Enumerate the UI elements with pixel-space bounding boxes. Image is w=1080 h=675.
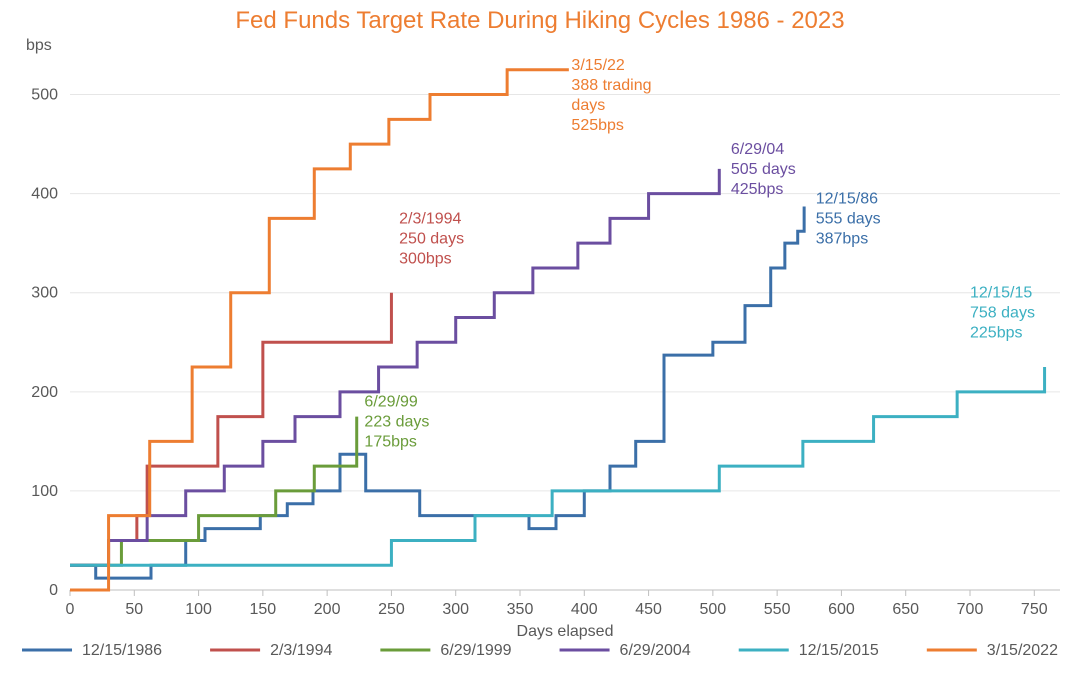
annotation-ann-1986: 555 days bbox=[816, 211, 881, 228]
legend-label: 12/15/1986 bbox=[82, 642, 162, 659]
x-tick-label: 400 bbox=[571, 601, 598, 618]
legend-label: 6/29/2004 bbox=[620, 642, 691, 659]
y-tick-label: 300 bbox=[31, 285, 58, 302]
y-tick-label: 500 bbox=[31, 87, 58, 104]
y-axis-title: bps bbox=[26, 37, 52, 54]
annotation-ann-1999: 6/29/99 bbox=[364, 394, 417, 411]
chart-container: Fed Funds Target Rate During Hiking Cycl… bbox=[0, 0, 1080, 675]
legend-label: 6/29/1999 bbox=[440, 642, 511, 659]
annotation-ann-1994: 250 days bbox=[399, 230, 464, 247]
x-tick-label: 350 bbox=[507, 601, 534, 618]
x-tick-label: 700 bbox=[957, 601, 984, 618]
x-tick-label: 550 bbox=[764, 601, 791, 618]
x-tick-label: 100 bbox=[185, 601, 212, 618]
annotation-ann-2004: 425bps bbox=[731, 181, 784, 198]
annotation-ann-2015: 225bps bbox=[970, 325, 1023, 342]
annotation-ann-2022: 525bps bbox=[571, 117, 624, 134]
y-tick-label: 400 bbox=[31, 186, 58, 203]
annotation-ann-1994: 300bps bbox=[399, 250, 452, 267]
y-tick-label: 100 bbox=[31, 483, 58, 500]
x-tick-label: 50 bbox=[125, 601, 143, 618]
annotation-ann-1999: 223 days bbox=[364, 414, 429, 431]
annotation-ann-2004: 505 days bbox=[731, 161, 796, 178]
x-axis-title: Days elapsed bbox=[517, 623, 614, 640]
annotation-ann-1999: 175bps bbox=[364, 434, 417, 451]
y-tick-label: 200 bbox=[31, 384, 58, 401]
x-tick-label: 250 bbox=[378, 601, 405, 618]
annotation-ann-2004: 6/29/04 bbox=[731, 141, 784, 158]
x-tick-label: 600 bbox=[828, 601, 855, 618]
annotation-ann-1986: 387bps bbox=[816, 231, 869, 248]
x-tick-label: 750 bbox=[1021, 601, 1048, 618]
chart-background bbox=[0, 0, 1080, 675]
x-tick-label: 300 bbox=[442, 601, 469, 618]
chart-title: Fed Funds Target Rate During Hiking Cycl… bbox=[235, 7, 844, 34]
annotation-ann-1994: 2/3/1994 bbox=[399, 210, 461, 227]
x-tick-label: 650 bbox=[892, 601, 919, 618]
legend-label: 2/3/1994 bbox=[270, 642, 332, 659]
annotation-ann-1986: 12/15/86 bbox=[816, 191, 878, 208]
x-tick-label: 0 bbox=[66, 601, 75, 618]
annotation-ann-2015: 758 days bbox=[970, 305, 1035, 322]
legend-label: 12/15/2015 bbox=[799, 642, 879, 659]
x-tick-label: 500 bbox=[700, 601, 727, 618]
legend-label: 3/15/2022 bbox=[987, 642, 1058, 659]
x-tick-label: 450 bbox=[635, 601, 662, 618]
y-tick-label: 0 bbox=[49, 582, 58, 599]
annotation-ann-2022: days bbox=[571, 97, 605, 114]
x-tick-label: 150 bbox=[250, 601, 277, 618]
x-tick-label: 200 bbox=[314, 601, 341, 618]
annotation-ann-2015: 12/15/15 bbox=[970, 285, 1032, 302]
fed-funds-step-chart: Fed Funds Target Rate During Hiking Cycl… bbox=[0, 0, 1080, 675]
annotation-ann-2022: 3/15/22 bbox=[571, 57, 624, 74]
annotation-ann-2022: 388 trading bbox=[571, 77, 651, 94]
